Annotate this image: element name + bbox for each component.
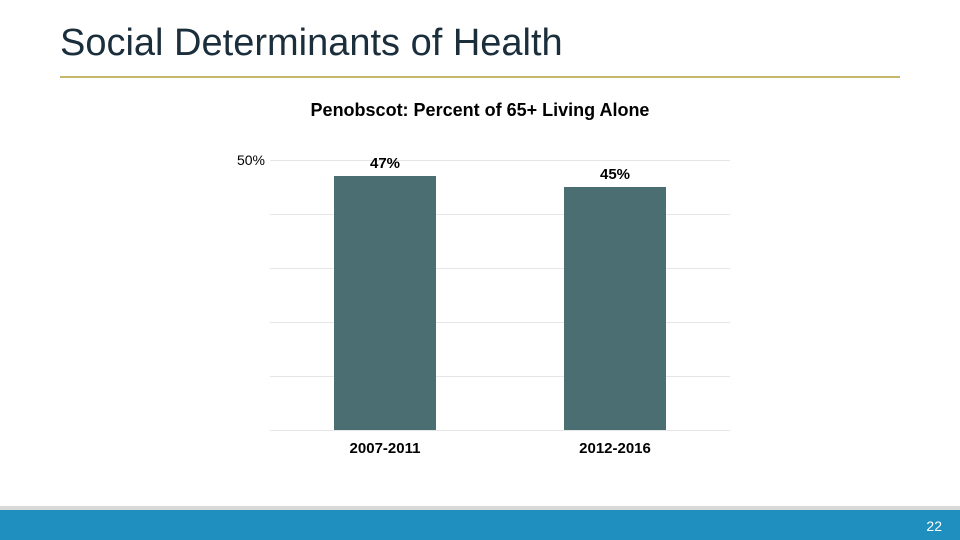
- x-axis-label: 2007-2011: [350, 440, 421, 457]
- plot-area: 50%47%45%: [270, 160, 730, 430]
- bar-value-label: 47%: [335, 155, 435, 172]
- bar-value-label: 45%: [565, 166, 665, 183]
- gridline: [270, 430, 730, 431]
- bar: [564, 187, 665, 430]
- x-axis-label: 2012-2016: [579, 440, 651, 457]
- chart-title: Penobscot: Percent of 65+ Living Alone: [0, 100, 960, 121]
- bar-chart: 50%47%45% 2007-2011 2012-2016: [230, 140, 730, 460]
- footer-bar: 22: [0, 510, 960, 540]
- page-title: Social Determinants of Health: [60, 22, 563, 65]
- title-underline: [60, 76, 900, 78]
- page-number: 22: [926, 518, 942, 534]
- bar: [334, 176, 435, 430]
- y-axis-label: 50%: [225, 152, 265, 168]
- slide: Social Determinants of Health Penobscot:…: [0, 0, 960, 540]
